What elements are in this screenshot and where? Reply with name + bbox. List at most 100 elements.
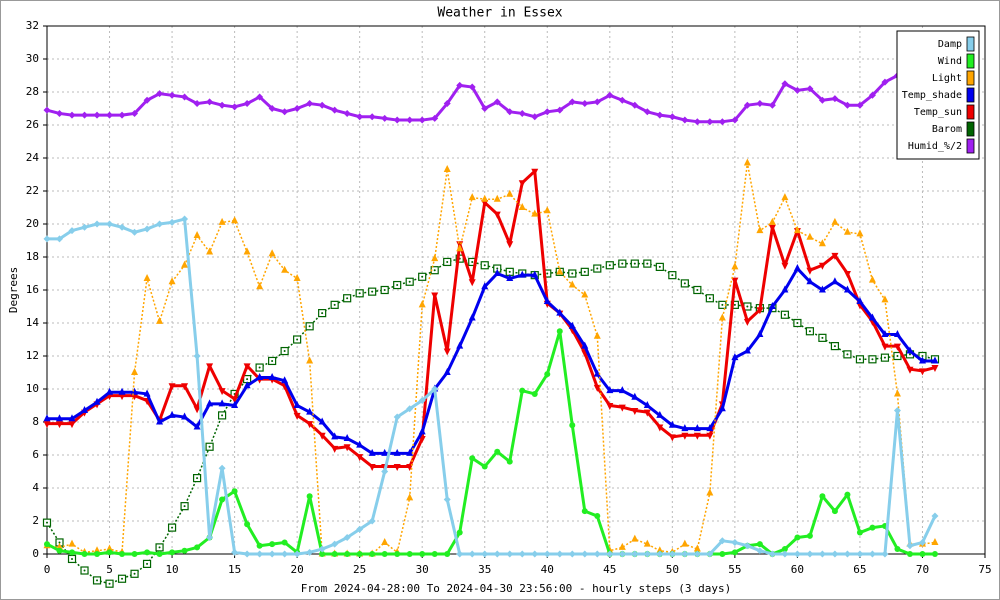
marker xyxy=(443,348,451,356)
marker xyxy=(706,118,714,126)
marker xyxy=(468,279,476,287)
marker xyxy=(606,403,614,410)
marker xyxy=(181,93,189,101)
marker xyxy=(343,109,351,117)
marker xyxy=(543,550,551,558)
marker xyxy=(693,550,701,558)
marker xyxy=(793,264,801,272)
marker xyxy=(918,356,926,364)
marker xyxy=(356,113,364,121)
marker xyxy=(743,318,751,326)
marker xyxy=(418,427,426,435)
marker xyxy=(381,551,388,557)
marker xyxy=(906,346,914,354)
marker xyxy=(818,550,826,558)
marker xyxy=(768,302,776,309)
marker xyxy=(556,328,563,335)
marker xyxy=(331,551,338,557)
marker xyxy=(843,271,851,278)
plot xyxy=(42,72,940,588)
marker xyxy=(893,330,901,338)
marker xyxy=(293,401,301,408)
marker-dot xyxy=(471,260,474,263)
marker xyxy=(881,330,889,338)
marker xyxy=(131,368,139,375)
marker xyxy=(43,235,51,243)
marker xyxy=(718,404,726,412)
marker xyxy=(781,550,789,558)
marker-dot xyxy=(421,275,424,278)
marker xyxy=(656,424,664,432)
marker xyxy=(318,432,326,440)
x-tick-label: 50 xyxy=(666,563,679,576)
marker xyxy=(806,85,814,93)
marker xyxy=(243,363,251,371)
marker xyxy=(456,529,463,536)
marker xyxy=(481,105,489,112)
marker xyxy=(43,414,51,422)
marker xyxy=(293,105,301,112)
marker xyxy=(494,448,501,455)
marker xyxy=(169,549,176,556)
y-tick-label: 32 xyxy=(26,19,39,32)
marker xyxy=(143,389,151,397)
marker xyxy=(881,343,889,351)
marker xyxy=(743,542,751,550)
marker xyxy=(56,421,64,429)
marker xyxy=(93,111,101,119)
marker xyxy=(56,235,64,243)
marker xyxy=(731,262,739,270)
x-tick-label: 20 xyxy=(291,563,304,576)
y-tick-label: 0 xyxy=(32,547,39,560)
marker xyxy=(356,454,364,462)
marker-dot xyxy=(396,284,399,287)
marker xyxy=(431,551,438,557)
marker xyxy=(343,444,351,452)
marker xyxy=(406,405,414,413)
marker xyxy=(544,371,551,378)
marker xyxy=(731,549,738,556)
marker xyxy=(681,539,689,547)
marker xyxy=(406,493,414,501)
marker xyxy=(556,267,564,275)
marker xyxy=(168,383,176,391)
marker xyxy=(481,200,489,208)
legend-swatch xyxy=(966,138,975,154)
marker xyxy=(193,100,201,108)
marker xyxy=(793,226,801,234)
marker xyxy=(118,387,126,395)
marker xyxy=(906,542,914,550)
legend-label: Wind xyxy=(938,56,962,67)
marker xyxy=(306,548,314,556)
marker xyxy=(931,551,938,557)
marker-dot xyxy=(508,270,511,273)
marker xyxy=(244,521,251,528)
marker xyxy=(94,551,101,557)
marker-dot xyxy=(146,562,149,565)
marker xyxy=(231,216,239,224)
marker-dot xyxy=(896,355,899,357)
x-tick-label: 35 xyxy=(478,563,491,576)
marker xyxy=(581,550,589,558)
marker xyxy=(394,551,401,557)
legend-swatch xyxy=(966,53,975,69)
marker xyxy=(806,532,813,539)
x-tick-label: 30 xyxy=(416,563,429,576)
marker xyxy=(368,517,376,525)
marker xyxy=(256,282,264,290)
marker-dot xyxy=(258,366,261,369)
x-tick-label: 5 xyxy=(106,563,113,576)
marker-dot xyxy=(333,303,336,306)
marker xyxy=(144,549,151,556)
marker xyxy=(343,434,351,441)
marker-dot xyxy=(633,262,636,265)
marker xyxy=(368,464,376,472)
legend-label: Temp_shade xyxy=(902,90,962,101)
marker xyxy=(93,397,101,405)
marker xyxy=(156,90,164,98)
marker xyxy=(643,539,651,547)
y-tick-label: 20 xyxy=(26,217,39,230)
marker xyxy=(106,111,114,119)
marker xyxy=(256,93,264,101)
marker xyxy=(618,96,626,104)
